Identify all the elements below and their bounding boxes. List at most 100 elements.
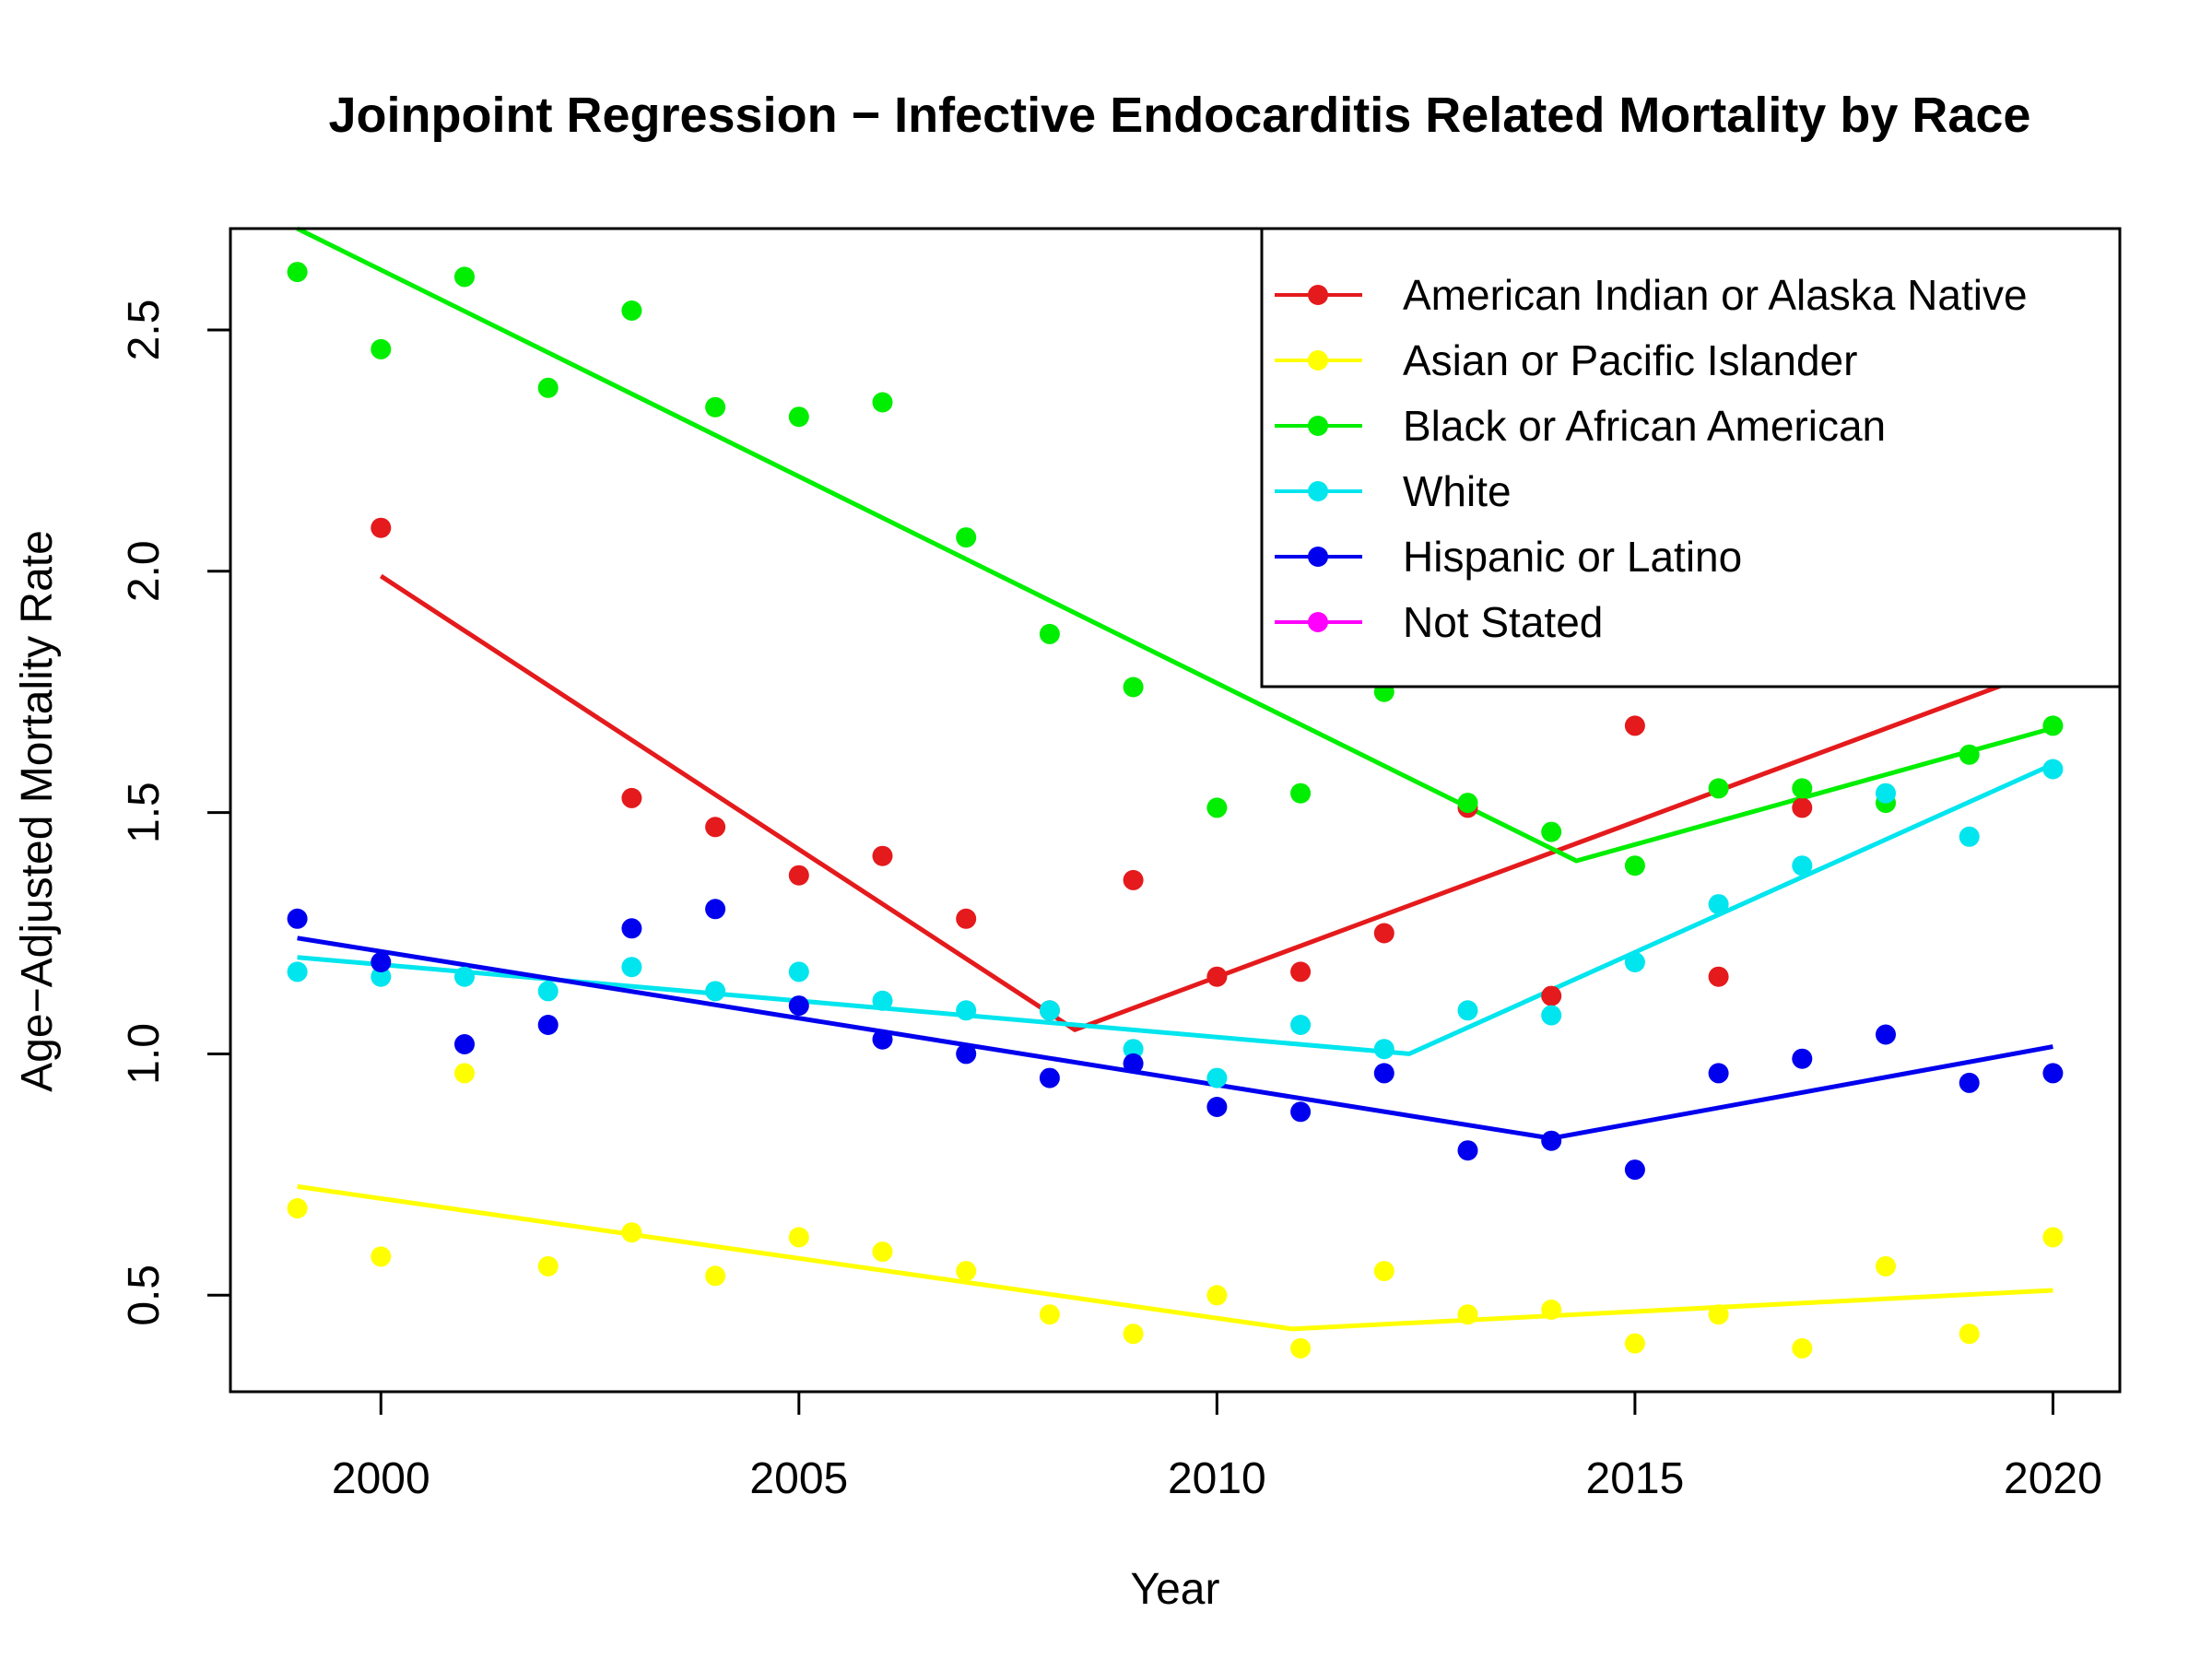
data-point-s4-6 (788, 995, 809, 1017)
data-point-s2-21 (2042, 715, 2064, 736)
y-tick-label-0: 0.5 (120, 1265, 169, 1326)
y-tick-label-1: 1.0 (120, 1023, 169, 1085)
data-point-s1-7 (872, 1241, 893, 1263)
x-axis: 2000 2005 2010 2015 2020 (332, 1390, 2102, 1503)
data-point-s1-14 (1457, 1304, 1478, 1325)
legend-label-3: White (1403, 467, 1512, 515)
data-points-layer (287, 262, 2064, 1359)
data-point-s3-18 (1792, 855, 1813, 877)
data-point-s2-18 (1792, 778, 1813, 799)
data-point-s4-10 (1123, 1053, 1144, 1074)
data-point-s1-3 (537, 1255, 559, 1277)
data-point-s4-17 (1708, 1063, 1729, 1084)
data-point-s3-5 (705, 981, 726, 1002)
y-tick-label-3: 2.0 (120, 540, 169, 602)
data-point-s4-11 (1206, 1097, 1228, 1117)
data-point-s4-16 (1624, 1159, 1645, 1181)
data-point-s3-3 (537, 981, 559, 1002)
legend-items: American Indian or Alaska Native Asian or… (1275, 271, 2028, 646)
data-point-s2-20 (1959, 744, 1980, 765)
fit-line-series-3 (297, 762, 2054, 1056)
data-point-s2-11 (1206, 797, 1228, 818)
data-point-s3-12 (1290, 1015, 1312, 1035)
legend-marker-5 (1308, 612, 1328, 632)
data-point-s1-18 (1792, 1337, 1813, 1359)
data-point-s3-20 (1959, 826, 1980, 847)
data-point-s2-7 (872, 392, 893, 413)
data-point-s1-2 (454, 1063, 475, 1084)
legend-marker-0 (1308, 285, 1328, 305)
data-point-s4-15 (1541, 1130, 1562, 1151)
data-point-s3-9 (1039, 1000, 1060, 1021)
legend-label-5: Not Stated (1403, 598, 1603, 646)
data-point-s2-17 (1708, 778, 1729, 799)
data-point-s3-10 (1123, 1039, 1144, 1060)
data-point-s0-7 (1123, 869, 1144, 890)
data-point-s0-15 (1792, 797, 1813, 818)
data-point-s0-8 (1206, 966, 1228, 987)
data-point-s4-3 (537, 1015, 559, 1035)
x-tick-label-2: 2010 (1168, 1454, 1266, 1503)
data-point-s2-6 (788, 406, 809, 428)
data-point-s2-10 (1123, 677, 1144, 698)
data-point-s3-14 (1457, 1000, 1478, 1021)
data-point-s1-1 (371, 1246, 392, 1267)
data-point-s4-13 (1373, 1063, 1394, 1084)
legend: American Indian or Alaska Native Asian or… (1260, 227, 2122, 688)
data-point-s2-8 (956, 527, 977, 548)
data-point-s1-11 (1206, 1285, 1228, 1306)
data-point-s1-9 (1039, 1304, 1060, 1325)
data-point-s1-8 (956, 1261, 977, 1282)
data-point-s1-16 (1624, 1333, 1645, 1354)
data-point-s2-9 (1039, 623, 1060, 644)
data-point-s4-5 (705, 899, 726, 920)
y-tick-label-2: 1.5 (120, 782, 169, 843)
data-point-s3-4 (621, 957, 642, 978)
data-point-s1-17 (1708, 1304, 1729, 1325)
data-point-s4-4 (621, 918, 642, 939)
data-point-s3-13 (1373, 1039, 1394, 1060)
data-point-s1-21 (2042, 1227, 2064, 1248)
y-axis: 0.5 1.0 1.5 2.0 2.5 (120, 300, 232, 1326)
data-point-s4-14 (1457, 1140, 1478, 1161)
data-point-s3-8 (956, 1000, 977, 1021)
data-point-s2-0 (287, 262, 308, 283)
data-point-s4-7 (872, 1029, 893, 1050)
data-point-s0-10 (1373, 923, 1394, 944)
data-point-s4-19 (1876, 1024, 1896, 1045)
data-point-s0-1 (621, 787, 642, 808)
data-point-s0-3 (788, 865, 809, 886)
data-point-s4-20 (1959, 1072, 1980, 1093)
data-point-s3-15 (1541, 1005, 1562, 1026)
data-point-s4-12 (1290, 1101, 1312, 1123)
data-point-s3-7 (872, 990, 893, 1011)
data-point-s4-9 (1039, 1067, 1060, 1088)
legend-label-1: Asian or Pacific Islander (1403, 336, 1857, 384)
data-point-s0-2 (705, 817, 726, 838)
data-point-s1-12 (1290, 1337, 1312, 1359)
data-point-s1-6 (788, 1227, 809, 1248)
data-point-s2-3 (537, 377, 559, 398)
data-point-s3-6 (788, 961, 809, 982)
data-point-s4-0 (287, 908, 308, 929)
chart-title: Joinpoint Regression − Infective Endocar… (329, 88, 2031, 143)
data-point-s3-1 (371, 966, 392, 987)
data-point-s0-5 (956, 908, 977, 929)
data-point-s2-4 (621, 300, 642, 321)
x-axis-title: Year (1131, 1565, 1220, 1614)
data-point-s4-1 (371, 952, 392, 972)
data-point-s0-13 (1624, 715, 1645, 736)
data-point-s1-10 (1123, 1324, 1144, 1345)
data-point-s3-19 (1876, 782, 1896, 804)
data-point-s2-1 (371, 338, 392, 359)
data-point-s2-16 (1624, 855, 1645, 877)
data-point-s2-14 (1457, 793, 1478, 814)
data-point-s4-21 (2042, 1063, 2064, 1084)
data-point-s0-4 (872, 845, 893, 866)
legend-marker-3 (1308, 481, 1328, 501)
fit-line-series-2 (296, 226, 2054, 864)
x-tick-label-0: 2000 (332, 1454, 430, 1503)
data-point-s4-8 (956, 1043, 977, 1065)
y-tick-label-4: 2.5 (120, 300, 169, 361)
data-point-s1-0 (287, 1198, 308, 1218)
